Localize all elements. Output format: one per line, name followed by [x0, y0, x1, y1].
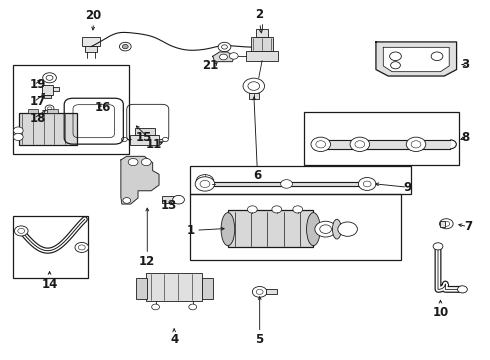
Text: 12: 12	[139, 255, 155, 268]
Bar	[19, 113, 77, 145]
Circle shape	[196, 175, 214, 188]
Ellipse shape	[221, 213, 235, 246]
Bar	[249, 93, 259, 99]
Circle shape	[390, 52, 401, 60]
Circle shape	[440, 219, 453, 229]
Text: 17: 17	[30, 95, 46, 108]
Text: 11: 11	[146, 138, 162, 150]
Text: 1: 1	[187, 224, 195, 237]
Bar	[441, 221, 445, 226]
Bar	[13, 216, 88, 278]
Bar	[190, 194, 401, 260]
Ellipse shape	[307, 213, 320, 246]
Circle shape	[229, 53, 238, 59]
Bar	[13, 65, 129, 154]
Bar	[267, 289, 277, 294]
Text: 5: 5	[255, 333, 264, 346]
Bar	[42, 85, 53, 95]
Bar	[47, 109, 58, 113]
Circle shape	[218, 42, 231, 51]
Circle shape	[189, 304, 196, 310]
Text: 3: 3	[462, 58, 470, 71]
Circle shape	[458, 286, 467, 293]
Circle shape	[195, 177, 215, 191]
Text: 8: 8	[462, 131, 470, 144]
Bar	[251, 37, 273, 50]
Bar	[246, 50, 278, 60]
Circle shape	[433, 243, 443, 250]
Circle shape	[311, 137, 331, 152]
Text: 21: 21	[202, 59, 218, 72]
Circle shape	[162, 137, 168, 141]
Bar	[136, 278, 147, 299]
Text: 4: 4	[170, 333, 178, 346]
Polygon shape	[376, 42, 457, 76]
Bar	[130, 135, 159, 145]
Bar	[228, 211, 314, 247]
Text: 2: 2	[256, 9, 264, 22]
Circle shape	[391, 62, 400, 69]
Text: 14: 14	[41, 278, 58, 291]
Bar	[44, 95, 51, 98]
Ellipse shape	[332, 219, 341, 239]
Circle shape	[123, 198, 131, 203]
Circle shape	[14, 226, 28, 236]
Circle shape	[142, 158, 151, 166]
Text: 20: 20	[85, 9, 101, 22]
Polygon shape	[213, 52, 234, 62]
Circle shape	[13, 134, 23, 140]
Text: 15: 15	[136, 131, 152, 144]
Circle shape	[122, 44, 128, 49]
Circle shape	[431, 52, 443, 60]
Bar	[304, 112, 459, 165]
Bar	[256, 29, 268, 37]
Circle shape	[358, 177, 376, 190]
Circle shape	[172, 195, 184, 204]
Polygon shape	[383, 47, 449, 72]
Bar	[146, 273, 202, 301]
Text: 7: 7	[464, 220, 472, 233]
Circle shape	[272, 206, 282, 213]
Text: 19: 19	[30, 78, 47, 91]
Circle shape	[128, 158, 138, 166]
Text: 18: 18	[30, 112, 47, 125]
Circle shape	[247, 206, 257, 213]
Circle shape	[281, 180, 293, 188]
Bar	[202, 278, 213, 299]
Circle shape	[293, 206, 303, 213]
Text: 13: 13	[160, 199, 176, 212]
Polygon shape	[121, 156, 159, 204]
Bar	[82, 37, 100, 46]
Text: 9: 9	[403, 181, 411, 194]
Circle shape	[152, 304, 159, 310]
Circle shape	[243, 78, 265, 94]
Text: 16: 16	[95, 101, 112, 114]
Circle shape	[252, 287, 267, 297]
Circle shape	[220, 54, 227, 60]
Text: 10: 10	[432, 306, 448, 319]
Bar	[135, 128, 155, 135]
Bar	[53, 87, 59, 91]
Circle shape	[315, 221, 336, 237]
Bar	[27, 109, 38, 113]
Circle shape	[13, 127, 23, 134]
Circle shape	[75, 242, 89, 252]
Circle shape	[122, 137, 127, 141]
Circle shape	[406, 137, 426, 152]
Circle shape	[120, 42, 131, 51]
Text: 6: 6	[253, 169, 261, 182]
Bar	[85, 45, 97, 52]
Bar	[190, 166, 411, 194]
Bar	[162, 196, 174, 203]
Circle shape	[350, 137, 369, 152]
Circle shape	[338, 222, 357, 236]
